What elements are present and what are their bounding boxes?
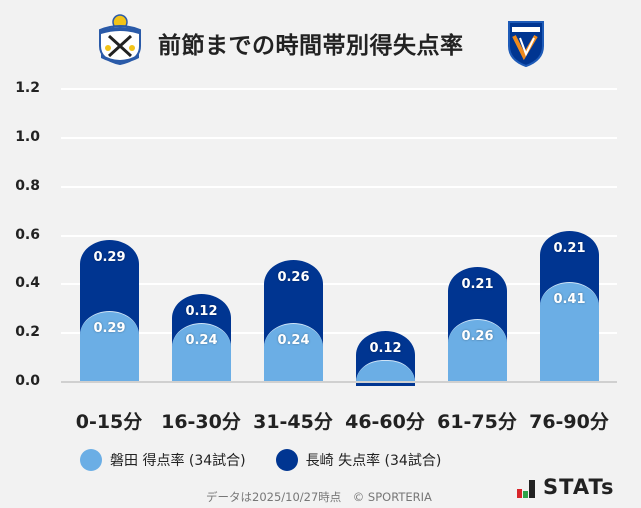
y-tick-label: 0.6: [15, 227, 40, 243]
bar-value-label-away: 0.12: [185, 304, 218, 320]
gridline: [61, 88, 617, 90]
bar-value-label-home: 0.29: [93, 321, 126, 337]
chart-title: 前節までの時間帯別得失点率: [158, 33, 464, 59]
bar-segment-home: [264, 323, 323, 382]
bar-segment-home: [356, 360, 415, 382]
legend-home-swatch-icon: [80, 449, 102, 471]
v-varen-nagasaki-crest-icon: [508, 21, 544, 68]
y-tick-label: 1.0: [15, 129, 40, 145]
x-tick-label: 0-15分: [75, 411, 143, 433]
legend-item-home[interactable]: 磐田 得点率 (34試合): [80, 449, 246, 471]
bar-segment-home: [172, 323, 231, 382]
bar-value-label-away: 0.12: [369, 340, 402, 356]
bar-segment-home: [80, 311, 139, 382]
bar-value-label-home: 0.24: [185, 333, 218, 349]
stats-bars-icon: [517, 480, 535, 498]
jubilo-iwata-crest-icon: [99, 14, 141, 66]
bar-segment-home: [448, 318, 507, 382]
y-tick-label: 0.2: [15, 324, 40, 340]
bar-value-label-away: 0.21: [461, 277, 494, 293]
x-tick-label: 16-30分: [161, 411, 241, 433]
data-source-note: データは2025/10/27時点 © SPORTERIA: [206, 490, 432, 504]
x-tick-label: 31-45分: [253, 411, 333, 433]
bar-value-label-away: 0.26: [277, 270, 310, 285]
y-tick-label: 0.0: [15, 373, 40, 389]
bar-value-label-home: 0.41: [553, 291, 586, 307]
gridline: [61, 186, 617, 188]
stats-brand-logo: STATs: [517, 476, 614, 498]
stats-brand-text: STATs: [543, 475, 615, 499]
x-tick-label: 46-60分: [345, 411, 425, 433]
legend-away-swatch-icon: [275, 449, 298, 471]
x-axis-line: [61, 381, 617, 383]
bar-value-label-away: 0.21: [553, 240, 586, 256]
y-tick-label: 1.2: [15, 80, 40, 96]
legend-away-label: 長崎 失点率 (34試合): [305, 453, 442, 469]
gridline: [61, 332, 617, 334]
gridline: [61, 235, 617, 237]
chart-header: 前節までの時間帯別得失点率: [0, 0, 641, 80]
bar-value-label-away: 0.29: [93, 250, 126, 266]
bar-value-label-home: 0.26: [461, 328, 494, 344]
gridline: [61, 283, 617, 285]
x-tick-label: 76-90分: [529, 411, 609, 433]
legend-home-label: 磐田 得点率 (34試合): [110, 453, 246, 469]
y-tick-label: 0.8: [15, 178, 40, 194]
bar-value-label-home: 0.24: [277, 333, 310, 349]
legend: 磐田 得点率 (34試合) 長崎 失点率 (34試合): [80, 449, 471, 471]
bar-segment-home: [540, 281, 599, 382]
x-tick-label: 61-75分: [437, 411, 517, 433]
legend-item-away[interactable]: 長崎 失点率 (34試合): [275, 449, 442, 471]
gridline: [61, 137, 617, 139]
y-tick-label: 0.4: [15, 275, 40, 291]
